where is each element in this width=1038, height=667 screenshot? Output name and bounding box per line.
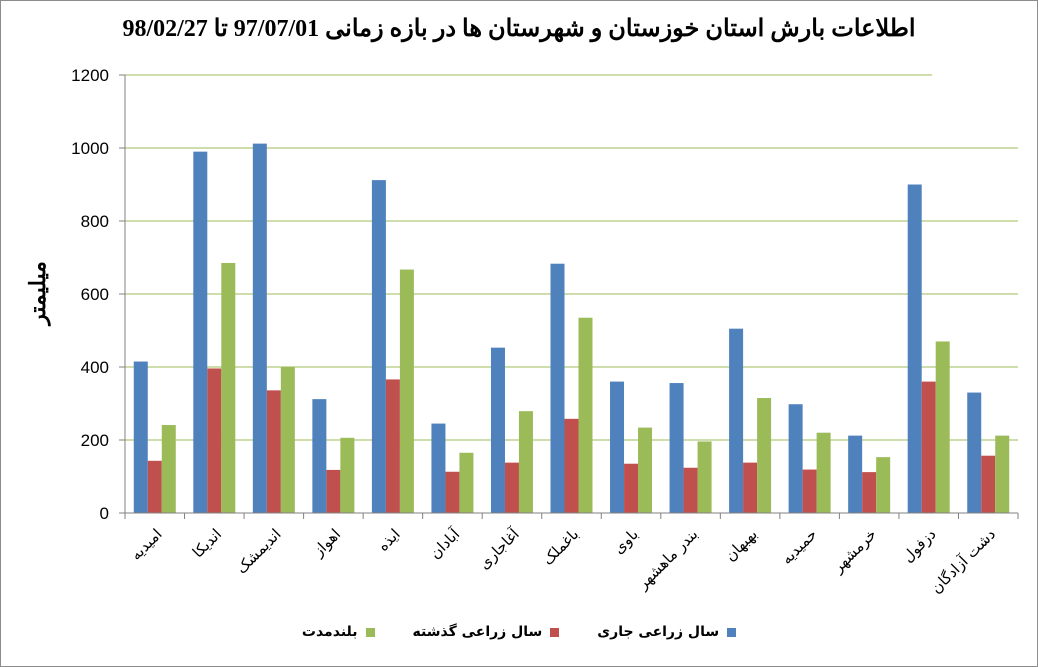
y-tick-label: 200 (81, 431, 109, 450)
legend-swatch (727, 627, 737, 637)
x-tick-label: آبادان (426, 525, 464, 563)
bar (981, 455, 996, 513)
bar (252, 143, 267, 513)
bar (862, 472, 877, 513)
bar (193, 151, 208, 513)
bar (935, 341, 950, 513)
x-tick-label: باغملک (539, 525, 583, 569)
bar (207, 368, 222, 513)
legend-item: سال زراعی جاری (597, 624, 737, 640)
x-tick-label: باوی (610, 525, 642, 557)
bar (683, 467, 698, 513)
bar (518, 411, 533, 513)
bar (504, 462, 519, 513)
bar (788, 404, 803, 513)
x-tick-label: بندر ماهشهر (633, 525, 701, 593)
bar (490, 347, 505, 513)
bar (431, 423, 446, 513)
bar (312, 399, 327, 513)
legend-swatch (550, 627, 560, 637)
legend-item: بلندمدت (302, 624, 375, 640)
bar (578, 317, 593, 513)
bar (266, 390, 281, 513)
bar (610, 381, 625, 513)
bar (326, 469, 341, 513)
y-tick-label: 800 (81, 212, 109, 231)
bar (221, 262, 236, 513)
y-tick-label: 1000 (71, 139, 109, 158)
x-tick-label: اندیمشک (232, 525, 284, 577)
y-tick-label: 600 (81, 285, 109, 304)
x-tick-label: دشت آزادگان (927, 525, 999, 597)
bar (907, 184, 922, 513)
x-tick-label: امیدیه (127, 525, 166, 564)
bar (459, 452, 474, 513)
bar (399, 269, 414, 513)
legend: سال زراعی جاری سال زراعی گذشته بلندمدت (0, 624, 1038, 640)
y-tick-label: 1200 (71, 66, 109, 85)
bar (802, 469, 817, 513)
legend-label: سال زراعی گذشته (412, 624, 543, 640)
bar (669, 383, 684, 513)
bar (550, 263, 565, 513)
x-tick-label: اندیکا (189, 525, 225, 561)
chart-title: اطلاعات بارش استان خوزستان و شهرستان ها … (122, 16, 916, 42)
bar (371, 180, 386, 513)
y-tick-label: 400 (81, 358, 109, 377)
bar (624, 463, 639, 513)
bar (161, 425, 176, 513)
bar (147, 460, 162, 513)
x-tick-label: حمیدیه (778, 525, 821, 568)
bar (729, 328, 744, 513)
bar (638, 427, 653, 513)
bar (445, 471, 460, 513)
bars (133, 143, 1010, 513)
x-tick-label: آغاجاری (475, 525, 523, 573)
bar (697, 441, 712, 513)
x-tick-label: ایذه (374, 525, 404, 555)
bar (743, 462, 758, 513)
y-tick-labels: 0 200 400 600 800 1000 1200 (71, 66, 109, 523)
bar (757, 398, 772, 513)
axes (119, 74, 1019, 519)
legend-label: سال زراعی جاری (597, 624, 720, 640)
legend-item: سال زراعی گذشته (413, 624, 560, 640)
bar (967, 392, 982, 513)
bar (876, 457, 891, 513)
x-tick-label: بهبهان (721, 525, 761, 565)
bar (133, 361, 148, 513)
bar (921, 381, 936, 513)
y-tick-label: 0 (100, 504, 109, 523)
bar (848, 435, 863, 513)
legend-swatch (365, 627, 375, 637)
bar (995, 435, 1010, 513)
bar (385, 379, 400, 513)
bar (340, 437, 355, 513)
legend-label: بلندمدت (301, 624, 358, 640)
x-tick-label: خرمشهر (828, 525, 880, 577)
bar (280, 366, 295, 513)
x-tick-label: اهواز (309, 525, 345, 561)
x-tick-labels: امیدیه اندیکا اندیمشک اهواز ایذه آبادان آغاجار… (127, 525, 999, 598)
x-tick-label: دزفول (899, 525, 940, 566)
bar (564, 418, 579, 513)
bar (816, 432, 831, 513)
